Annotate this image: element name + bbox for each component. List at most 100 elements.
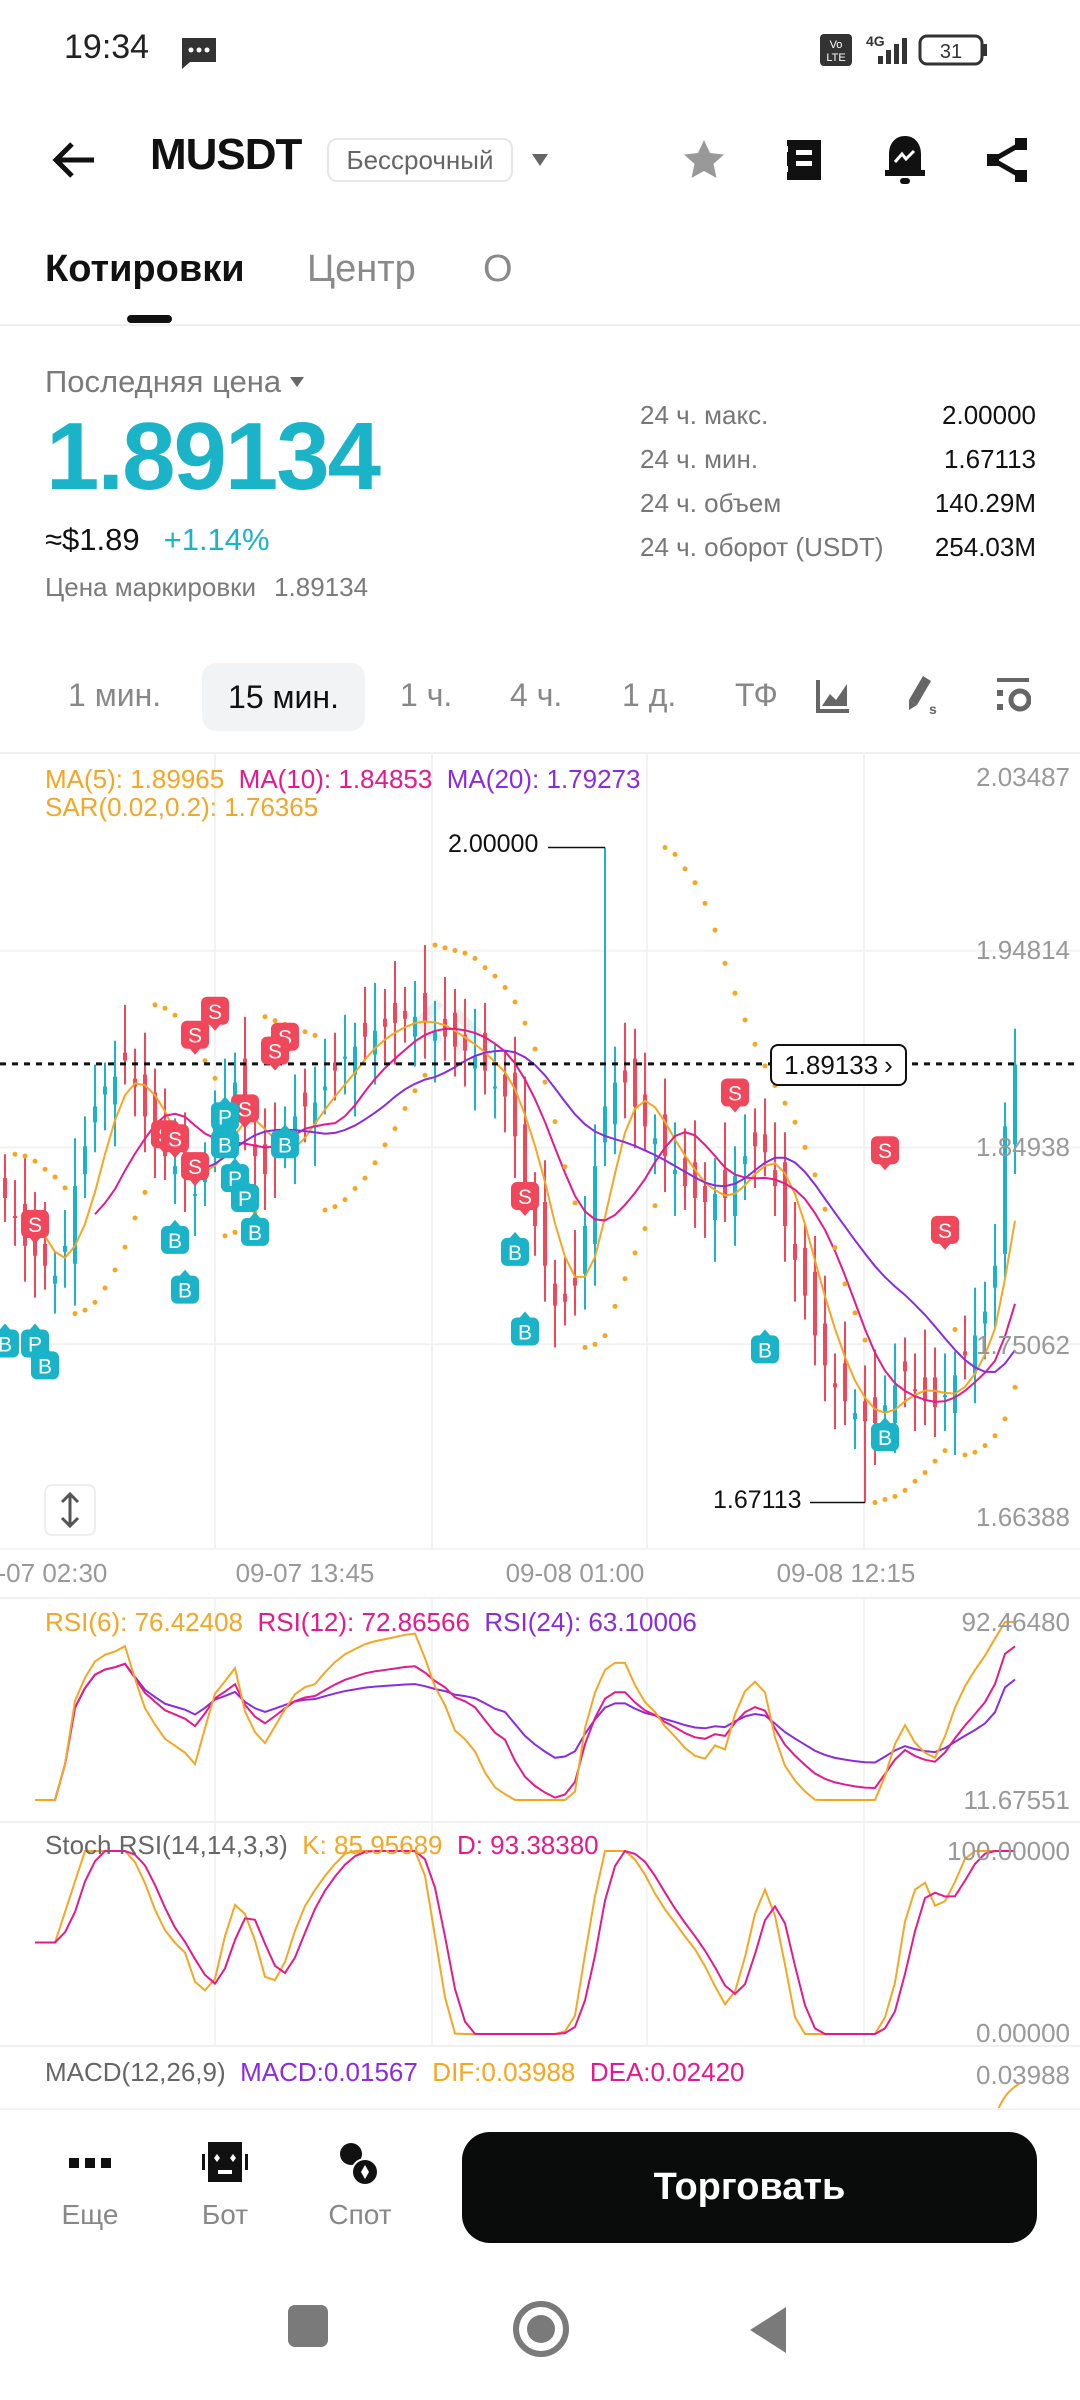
favorite-star-icon[interactable] — [682, 138, 726, 182]
indicator-settings-icon[interactable] — [995, 676, 1031, 716]
candle-body — [433, 1030, 437, 1041]
sar-dot — [762, 1063, 768, 1069]
candle-body — [983, 1311, 987, 1324]
buy-marker: B — [0, 1323, 19, 1358]
candle-body — [393, 1002, 397, 1023]
share-icon[interactable] — [985, 138, 1029, 182]
sar-dot — [402, 1106, 408, 1112]
sar-dot — [602, 1333, 608, 1339]
sar-dot — [382, 1142, 388, 1148]
more-button[interactable]: Еще — [35, 2140, 145, 2231]
back-arrow-icon[interactable] — [50, 140, 98, 180]
stat-label: 24 ч. макс. — [640, 400, 769, 430]
sar-dot — [1012, 1384, 1018, 1390]
svg-text:LTE: LTE — [826, 52, 845, 64]
timeframe-1h[interactable]: 1 ч. — [400, 677, 453, 713]
timeframe-4h[interactable]: 4 ч. — [510, 677, 563, 713]
sar-dot — [82, 1307, 88, 1313]
home-icon[interactable] — [512, 2300, 570, 2358]
sar-dot — [92, 1299, 98, 1305]
candle-body — [173, 1166, 177, 1175]
candle-body — [733, 1176, 737, 1216]
rsi-axis-max: 92.46480 — [961, 1607, 1070, 1637]
candle-body — [613, 1082, 617, 1125]
candle-body — [583, 1225, 587, 1274]
sar-dot — [952, 1327, 958, 1333]
sar-dot — [272, 1018, 278, 1024]
bot-button[interactable]: Бот — [170, 2140, 280, 2231]
tab-about[interactable]: О — [483, 248, 513, 290]
divider — [0, 2108, 1080, 2110]
buy-marker: B — [211, 1124, 239, 1159]
stat-row: 24 ч. оборот (USDT) 254.03M — [640, 532, 1036, 563]
sar-dot — [842, 1281, 848, 1287]
candle-body — [743, 1156, 747, 1165]
rsi6-line — [35, 1621, 1015, 1801]
stat-value: 140.29M — [934, 488, 1036, 518]
divider — [0, 752, 1080, 754]
sar-dot — [262, 1014, 268, 1020]
candle-body — [143, 1074, 147, 1117]
chart-type-icon[interactable] — [815, 678, 851, 714]
svg-text:S: S — [238, 1098, 252, 1121]
timeframe-15m[interactable]: 15 мин. — [202, 663, 365, 731]
contract-type-badge[interactable]: Бессрочный — [327, 138, 513, 182]
candle-body — [853, 1413, 857, 1420]
drawing-tool-icon[interactable]: s — [903, 674, 941, 716]
bot-label: Бот — [201, 2199, 249, 2230]
divider — [0, 324, 1080, 326]
mark-price-value: 1.89134 — [274, 572, 369, 602]
vertical-resize-icon — [60, 1491, 80, 1529]
candle-body — [923, 1377, 927, 1402]
timeframe-more[interactable]: ТФ — [735, 677, 778, 713]
buy-marker: B — [241, 1211, 269, 1246]
sell-marker: S — [181, 1020, 209, 1055]
symbol-dropdown-icon[interactable] — [530, 152, 550, 168]
sar-dot — [452, 948, 458, 954]
sar-dot — [882, 1496, 888, 1502]
vertical-scale-button[interactable] — [44, 1484, 96, 1536]
last-price-selector[interactable]: Последняя цена — [45, 364, 305, 400]
sar-dot — [432, 942, 438, 948]
sell-marker: S — [201, 996, 229, 1031]
sar-dot — [962, 1452, 968, 1458]
legend-macd-title: MACD(12,26,9) — [45, 2057, 226, 2087]
candle-body — [653, 1138, 657, 1145]
back-nav-icon[interactable] — [748, 2305, 788, 2355]
sar-dot — [552, 1119, 558, 1125]
robot-icon — [202, 2142, 248, 2182]
sar-dot — [822, 1206, 828, 1212]
price-alert-bell-icon[interactable] — [882, 134, 928, 186]
candle-body — [933, 1377, 937, 1408]
sar-dot — [162, 1005, 168, 1011]
candlestick-chart[interactable]: SSSSSSSSSSSSSBPBBBPBPPBBBBBB — [0, 752, 1080, 1548]
timeframe-1m[interactable]: 1 мин. — [68, 677, 162, 713]
candle-body — [473, 1056, 477, 1069]
trade-button[interactable]: Торговать — [462, 2132, 1037, 2243]
tab-quotes[interactable]: Котировки — [45, 248, 245, 290]
legend-dif: DIF:0.03988 — [432, 2057, 576, 2087]
stat-label: 24 ч. мин. — [640, 444, 759, 474]
current-price-tag[interactable]: 1.89133 › — [770, 1044, 907, 1086]
candle-body — [93, 1106, 97, 1123]
sar-dot — [22, 1153, 28, 1159]
rsi-chart[interactable] — [0, 1599, 1080, 1821]
spot-button[interactable]: Спот — [305, 2140, 415, 2231]
sar-dot — [752, 1041, 758, 1047]
tab-center[interactable]: Центр — [307, 248, 416, 290]
sar-dot — [572, 1200, 578, 1206]
timeframe-1d[interactable]: 1 д. — [622, 677, 677, 713]
svg-text:B: B — [508, 1242, 522, 1265]
sar-dot — [932, 1458, 938, 1464]
sell-marker: S — [511, 1182, 539, 1217]
battery-icon — [918, 34, 984, 66]
sar-dot — [342, 1197, 348, 1203]
sar-dot — [712, 927, 718, 933]
candle-body — [1003, 1126, 1007, 1254]
sar-dot — [892, 1493, 898, 1499]
recent-apps-icon[interactable] — [288, 2305, 328, 2347]
orderbook-icon[interactable] — [784, 138, 824, 182]
stoch-rsi-chart[interactable] — [0, 1823, 1080, 2045]
sar-dot — [782, 1100, 788, 1106]
sell-marker: S — [181, 1152, 209, 1187]
